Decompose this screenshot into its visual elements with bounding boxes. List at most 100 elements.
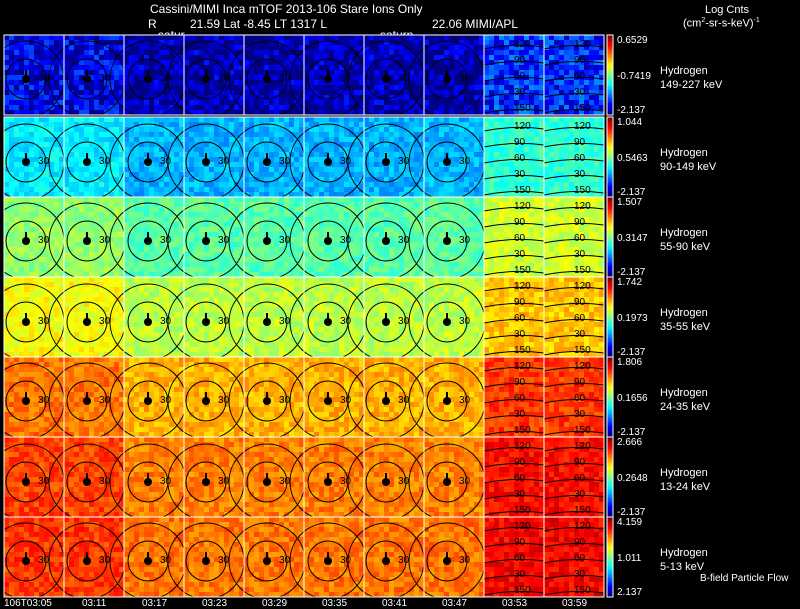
- pixel: [189, 35, 194, 40]
- pixel: [364, 142, 369, 147]
- pixel: [594, 147, 599, 152]
- pixel: [104, 40, 109, 45]
- pixel: [289, 147, 294, 152]
- pixel: [389, 142, 394, 147]
- pixel: [64, 232, 69, 237]
- pixel: [319, 187, 324, 192]
- pixel: [274, 162, 279, 167]
- pixel: [144, 45, 149, 50]
- pixel: [209, 192, 214, 197]
- pixel: [579, 132, 584, 137]
- pixel: [349, 70, 354, 75]
- pixel: [104, 152, 109, 157]
- pixel: [184, 85, 189, 90]
- units-expression: (cm2-sr-s-keV)-1: [683, 17, 760, 30]
- pixel: [369, 40, 374, 45]
- pixel: [334, 137, 339, 142]
- pixel: [509, 110, 514, 115]
- pixel: [149, 242, 154, 247]
- pixel: [164, 117, 169, 122]
- pixel: [9, 65, 14, 70]
- pixel: [144, 227, 149, 232]
- pixel: [54, 187, 59, 192]
- pixel: [384, 167, 389, 172]
- pixel: [399, 137, 404, 142]
- pixel: [134, 90, 139, 95]
- pixel: [39, 152, 44, 157]
- pixel: [574, 80, 579, 85]
- pixel: [359, 60, 364, 65]
- pixel: [119, 117, 124, 122]
- pixel: [44, 142, 49, 147]
- pixel: [539, 147, 544, 152]
- pixel: [29, 95, 34, 100]
- pixel: [109, 142, 114, 147]
- pixel: [499, 105, 504, 110]
- pixel: [309, 70, 314, 75]
- pixel: [214, 207, 219, 212]
- pixel: [79, 80, 84, 85]
- pixel: [509, 100, 514, 105]
- pixel: [249, 217, 254, 222]
- pixel: [559, 127, 564, 132]
- pixel: [459, 182, 464, 187]
- pixel: [574, 70, 579, 75]
- pixel: [384, 127, 389, 132]
- pixel: [79, 212, 84, 217]
- pixel: [134, 100, 139, 105]
- pixel: [49, 45, 54, 50]
- pixel: [24, 40, 29, 45]
- pixel: [124, 147, 129, 152]
- pixel: [584, 45, 589, 50]
- pixel: [159, 172, 164, 177]
- pixel: [484, 157, 489, 162]
- pixel: [374, 157, 379, 162]
- pixel: [24, 207, 29, 212]
- pixel: [39, 110, 44, 115]
- pixel: [469, 157, 474, 162]
- pixel: [109, 232, 114, 237]
- pixel: [389, 95, 394, 100]
- pixel: [419, 95, 424, 100]
- pixel: [24, 212, 29, 217]
- pixel: [119, 75, 124, 80]
- pixel: [49, 207, 54, 212]
- pixel: [564, 192, 569, 197]
- pixel: [19, 55, 24, 60]
- pixel: [214, 157, 219, 162]
- pixel: [464, 147, 469, 152]
- pixel: [29, 45, 34, 50]
- pixel: [69, 132, 74, 137]
- pixel: [109, 55, 114, 60]
- pixel: [194, 212, 199, 217]
- pixel: [569, 192, 574, 197]
- pixel: [484, 75, 489, 80]
- pixel: [424, 137, 429, 142]
- pixel: [184, 105, 189, 110]
- pixel: [274, 167, 279, 172]
- pixel: [24, 132, 29, 137]
- pixel: [249, 162, 254, 167]
- pixel: [249, 60, 254, 65]
- panel: 30: [408, 116, 486, 201]
- pixel: [109, 167, 114, 172]
- pixel: [24, 105, 29, 110]
- pixel: [284, 85, 289, 90]
- pixel: [69, 75, 74, 80]
- pixel: [334, 172, 339, 177]
- pixel: [14, 105, 19, 110]
- pixel: [374, 187, 379, 192]
- pixel: [94, 60, 99, 65]
- pixel: [429, 152, 434, 157]
- contour-label: 30: [514, 169, 526, 180]
- pixel: [454, 192, 459, 197]
- pixel: [209, 105, 214, 110]
- pixel: [304, 132, 309, 137]
- pixel: [334, 167, 339, 172]
- pixel: [19, 90, 24, 95]
- contour-line: [483, 126, 545, 132]
- pixel: [229, 35, 234, 40]
- pixel: [419, 70, 424, 75]
- pixel: [19, 45, 24, 50]
- contour-30: [5, 220, 47, 262]
